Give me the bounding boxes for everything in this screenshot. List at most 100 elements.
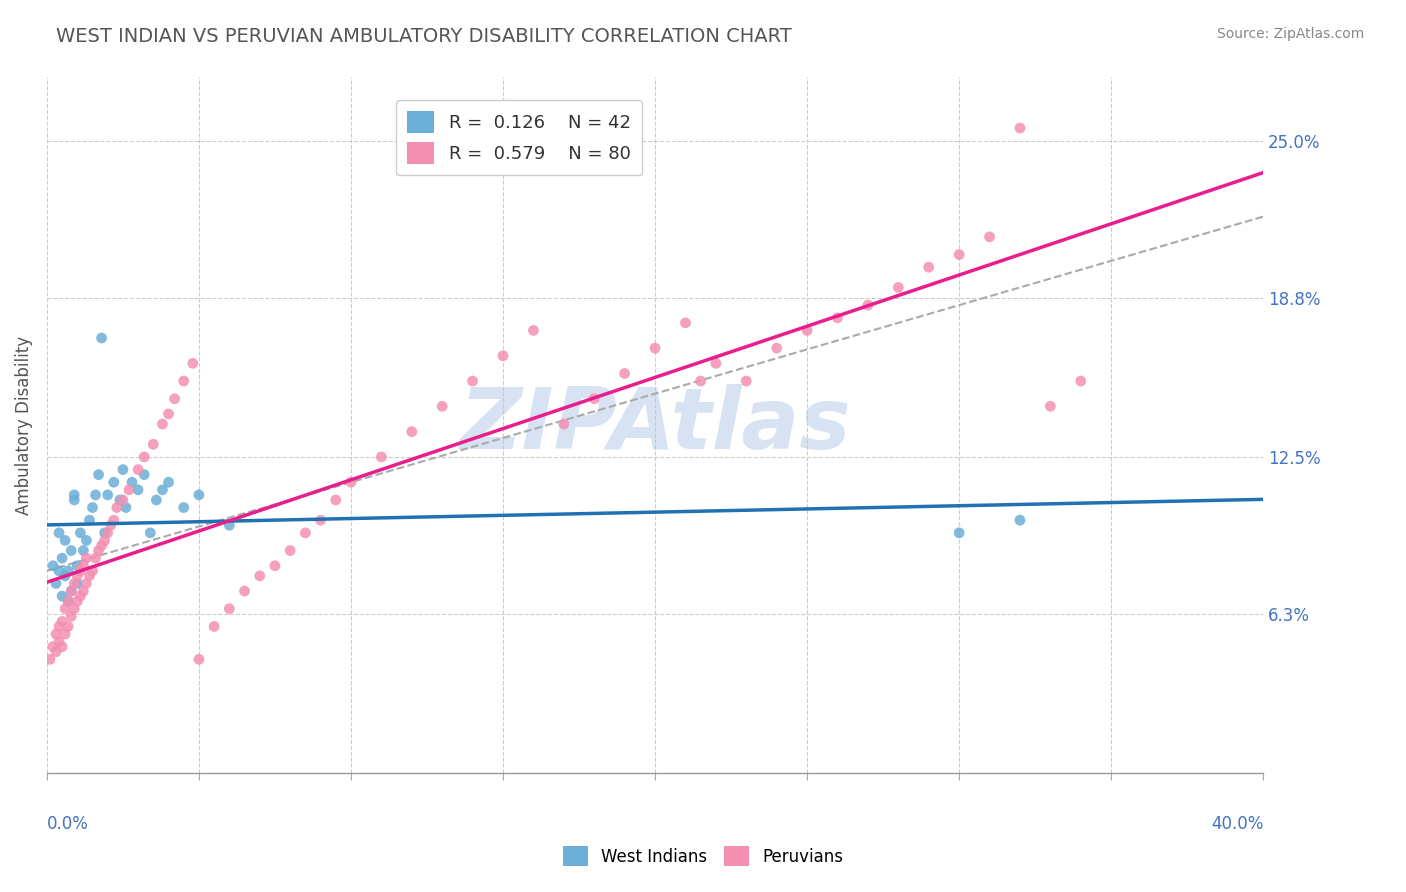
Legend: West Indians, Peruvians: West Indians, Peruvians [554, 838, 852, 875]
Point [1008, 121, 1031, 136]
Point [53, 601, 76, 615]
Point [704, 356, 727, 370]
Point [72, 584, 94, 599]
Point [51, 589, 73, 603]
Point [218, 601, 240, 615]
Y-axis label: Ambulatory Disability: Ambulatory Disability [15, 335, 32, 515]
Text: 0.0%: 0.0% [46, 815, 89, 833]
Point [492, 349, 515, 363]
Point [765, 341, 787, 355]
Point [45, 576, 67, 591]
Point [48, 634, 70, 648]
Point [60, 543, 83, 558]
Point [401, 425, 423, 439]
Point [56, 619, 79, 633]
Point [84, 488, 107, 502]
Point [163, 392, 186, 406]
Point [51, 551, 73, 566]
Point [948, 247, 970, 261]
Point [79, 569, 101, 583]
Point [340, 475, 363, 490]
Point [53, 569, 76, 583]
Point [689, 374, 711, 388]
Point [90, 539, 112, 553]
Point [75, 551, 97, 566]
Point [157, 475, 180, 490]
Point [157, 407, 180, 421]
Point [918, 260, 941, 275]
Point [48, 619, 70, 633]
Point [75, 533, 97, 548]
Point [45, 627, 67, 641]
Point [735, 374, 758, 388]
Point [53, 533, 76, 548]
Point [644, 341, 666, 355]
Point [856, 298, 879, 312]
Point [249, 569, 271, 583]
Point [979, 230, 1001, 244]
Point [139, 525, 162, 540]
Point [45, 645, 67, 659]
Point [108, 492, 131, 507]
Point [218, 518, 240, 533]
Point [233, 584, 256, 599]
Point [432, 400, 454, 414]
Point [325, 492, 347, 507]
Point [42, 640, 65, 654]
Point [103, 475, 125, 490]
Point [111, 492, 134, 507]
Point [100, 518, 122, 533]
Point [63, 492, 86, 507]
Point [294, 525, 316, 540]
Point [93, 525, 115, 540]
Point [48, 525, 70, 540]
Point [53, 627, 76, 641]
Point [675, 316, 697, 330]
Point [87, 467, 110, 482]
Point [948, 525, 970, 540]
Point [93, 533, 115, 548]
Point [60, 584, 83, 599]
Point [72, 558, 94, 573]
Point [82, 500, 104, 515]
Point [553, 417, 575, 431]
Point [66, 594, 89, 608]
Point [181, 356, 204, 370]
Point [69, 525, 91, 540]
Point [97, 488, 120, 502]
Point [69, 589, 91, 603]
Point [63, 576, 86, 591]
Point [142, 437, 165, 451]
Point [97, 525, 120, 540]
Point [1008, 513, 1031, 527]
Point [145, 492, 167, 507]
Point [60, 584, 83, 599]
Text: ZIPAtlas: ZIPAtlas [460, 384, 851, 467]
Point [51, 640, 73, 654]
Text: 40.0%: 40.0% [1211, 815, 1263, 833]
Point [118, 483, 141, 497]
Point [264, 558, 287, 573]
Point [87, 543, 110, 558]
Point [583, 392, 606, 406]
Point [90, 331, 112, 345]
Point [202, 619, 225, 633]
Point [187, 488, 209, 502]
Point [56, 564, 79, 578]
Point [152, 483, 174, 497]
Point [63, 488, 86, 502]
Point [66, 558, 89, 573]
Point [103, 513, 125, 527]
Point [1070, 374, 1092, 388]
Point [56, 594, 79, 608]
Point [613, 367, 636, 381]
Point [66, 569, 89, 583]
Text: WEST INDIAN VS PERUVIAN AMBULATORY DISABILITY CORRELATION CHART: WEST INDIAN VS PERUVIAN AMBULATORY DISAB… [56, 27, 792, 45]
Point [66, 576, 89, 591]
Point [82, 564, 104, 578]
Text: Source: ZipAtlas.com: Source: ZipAtlas.com [1216, 27, 1364, 41]
Point [278, 543, 301, 558]
Point [48, 564, 70, 578]
Point [796, 323, 818, 337]
Point [134, 467, 156, 482]
